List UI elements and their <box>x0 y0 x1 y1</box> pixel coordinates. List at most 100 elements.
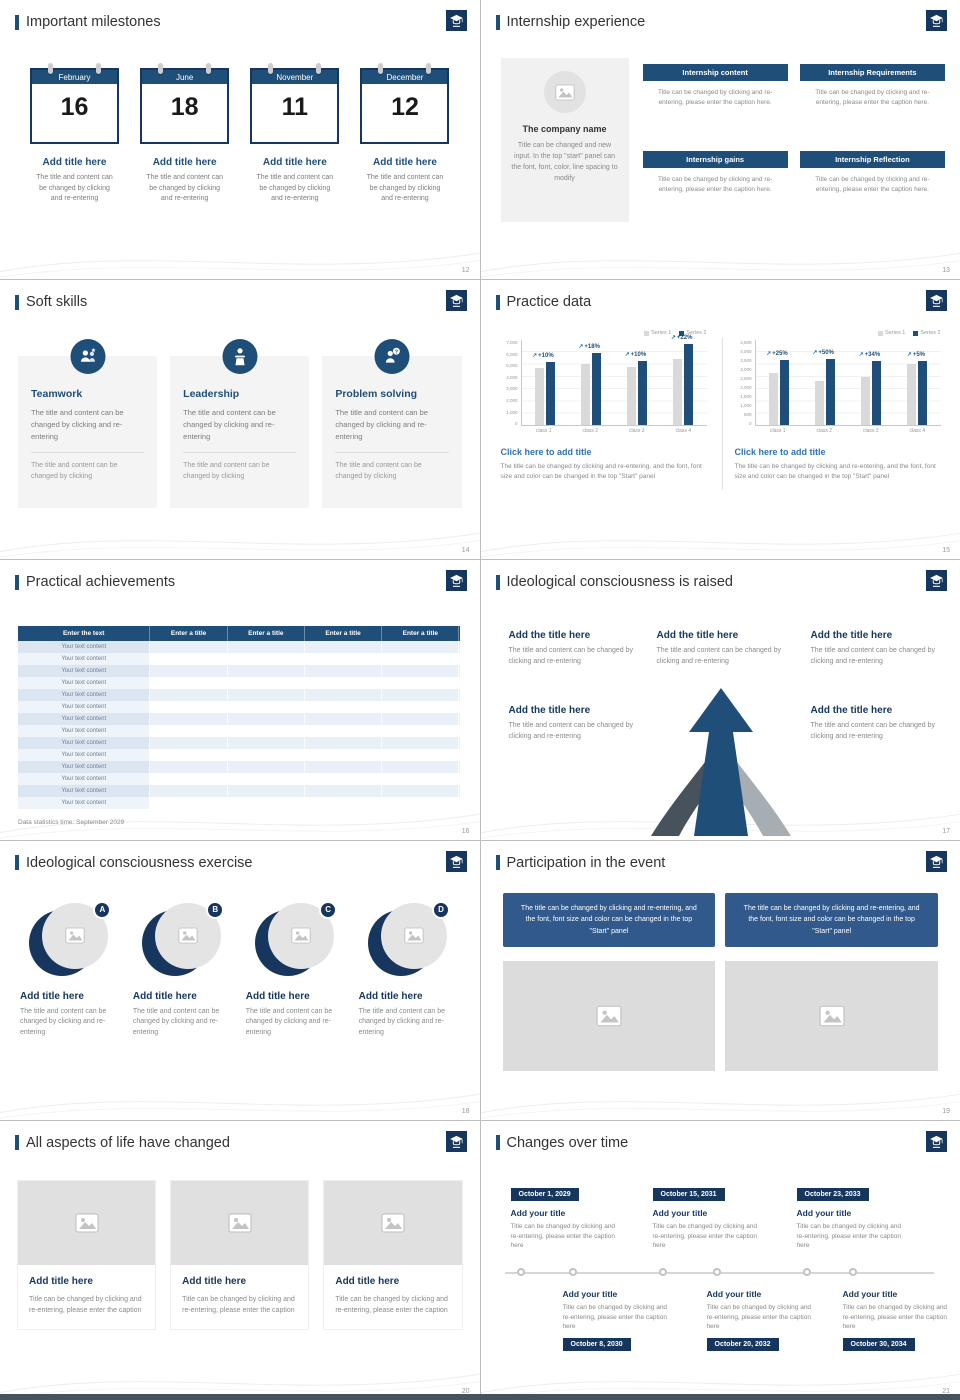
item-caption: The title and content can be changed by … <box>256 174 334 202</box>
calendar-ring-icon <box>268 63 274 74</box>
percent-label: ↗+10% <box>532 352 554 359</box>
slide-15-practice-data[interactable]: Practice data Series 1 Series 2 7,000 6,000… <box>480 280 960 560</box>
skill-name: Teamwork <box>31 388 83 401</box>
photo-circle <box>381 902 448 969</box>
slide-12-important-milestones[interactable]: Important milestones February 16 Add tit… <box>0 0 480 280</box>
page-number: 14 <box>461 547 470 555</box>
participation-text-boxes: The title can be changed by clicking and… <box>502 892 938 948</box>
school-logo <box>445 290 467 312</box>
item-title: Add title here <box>182 1275 247 1287</box>
text-box: The title can be changed by clicking and… <box>725 892 938 948</box>
slide-17-consciousness-raised[interactable]: Ideological consciousness is raised Add … <box>480 560 960 840</box>
legend-label: Series 2 <box>920 330 941 337</box>
box-caption: Title can be changed by clicking and re-… <box>815 89 930 107</box>
table-cell <box>382 785 460 798</box>
calendar-icon: November 11 <box>250 63 340 144</box>
title-accent-bar <box>15 1135 19 1151</box>
item-caption: The title and content can be changed by … <box>656 647 782 666</box>
chart-legend: Series 1 Series 2 <box>735 330 941 336</box>
title-accent-bar <box>495 14 500 30</box>
slide-title-text: Changes over time <box>506 1134 629 1151</box>
y-tick: 2,500 <box>740 376 752 382</box>
bar-group: ↗+22% <box>671 335 694 426</box>
calendar-day: 16 <box>60 93 89 121</box>
table-cell <box>305 761 383 774</box>
item-title: Add title here <box>132 990 197 1002</box>
skill-footer: The title and content can be changed by … <box>335 462 422 481</box>
title-accent-bar <box>495 574 500 590</box>
table-cell <box>150 665 228 678</box>
item-caption: Title can be changed by clicking and re-… <box>706 1303 812 1331</box>
raised-item: Add the title here The title and content… <box>509 705 641 743</box>
skill-footer: The title and content can be changed by … <box>31 462 118 481</box>
letter-badge: C <box>319 900 338 919</box>
item-title: Add title here <box>20 990 84 1002</box>
changed-item: Add title here Title can be changed by c… <box>171 1180 309 1330</box>
slide-21-changes-over-time[interactable]: Changes over time October 1, 2029 Add yo… <box>480 1120 960 1400</box>
school-logo <box>445 850 467 872</box>
increase-arrow-icon: ↗ <box>858 352 864 359</box>
slide-title: Practical achievements <box>15 574 175 590</box>
photo-circle <box>42 902 109 969</box>
table-cell <box>305 749 383 762</box>
table-cell <box>305 701 383 714</box>
table-cell <box>382 725 460 738</box>
slide-14-soft-skills[interactable]: Soft skills Teamwork The title and conte… <box>0 280 480 560</box>
exercise-item: A Add title here The title and content c… <box>20 900 121 1040</box>
item-caption: The title and content can be changed by … <box>508 722 634 741</box>
box-caption: Title can be changed by clicking and re-… <box>657 89 773 107</box>
x-axis: class 1 class 2 class 3 class 4 <box>521 428 707 434</box>
increase-arrow-icon: ↗ <box>812 350 818 357</box>
item-caption: The title and content can be changed by … <box>810 722 936 741</box>
table-cell <box>228 773 305 786</box>
table-cell <box>305 725 383 738</box>
next-row-slide-edge <box>0 1394 960 1400</box>
increase-arrow-icon: ↗ <box>670 335 676 342</box>
slide-title-text: Important milestones <box>26 14 161 30</box>
graduation-cap-icon <box>930 295 943 308</box>
table-cell <box>305 665 383 678</box>
calendar-day: 12 <box>391 93 419 121</box>
table-cell <box>382 737 460 750</box>
company-photo-circle <box>543 71 586 113</box>
percent-label: ↗+22% <box>671 334 693 341</box>
table-cell <box>382 641 460 654</box>
text-box: The title can be changed by clicking and… <box>502 892 716 948</box>
x-tick: class 1 <box>535 428 552 435</box>
table-cell <box>228 785 305 798</box>
slide-16-practical-achievements[interactable]: Practical achievements Enter the text Ent… <box>0 560 480 840</box>
raised-item: Add the title here The title and content… <box>811 705 939 743</box>
table-cell <box>305 773 383 786</box>
problem-solving-icon: ? <box>374 339 410 375</box>
bar-chart-right: Series 1 Series 2 4,500 4,000 3,500 3,000 2,50… <box>735 330 941 434</box>
slide-13-internship-experience[interactable]: Internship experience The company name T… <box>480 0 960 280</box>
table-cell <box>150 785 228 798</box>
x-tick: class 2 <box>582 428 599 435</box>
item-caption: The title and content can be changed by … <box>132 1007 220 1037</box>
leadership-icon <box>222 339 258 375</box>
slide-title-text: Ideological consciousness exercise <box>26 854 253 871</box>
slide-19-participation[interactable]: Participation in the event The title can… <box>480 840 960 1120</box>
table-cell <box>305 785 383 798</box>
date-badge: October 30, 2034 <box>842 1338 915 1352</box>
slide-title: All aspects of life have changed <box>15 1135 230 1151</box>
page-number: 12 <box>461 267 470 275</box>
image-placeholder-icon <box>228 1213 252 1233</box>
slide-title-text: Ideological consciousness is raised <box>506 574 734 591</box>
slide-18-consciousness-exercise[interactable]: Ideological consciousness exercise A Add… <box>0 840 480 1120</box>
timeline-item: October 15, 2031 Add your title Title ca… <box>652 1183 761 1251</box>
table-header-cell: Enter a title <box>150 626 228 642</box>
table-cell <box>150 749 228 762</box>
bar-series-2 <box>638 361 648 426</box>
slide-20-life-changed[interactable]: All aspects of life have changed Add tit… <box>0 1120 480 1400</box>
calendar-ring-icon <box>426 63 432 74</box>
increase-arrow-icon: ↗ <box>532 353 538 360</box>
table-cell <box>228 689 305 702</box>
item-title: Add title here <box>335 1275 400 1287</box>
percent-text: +25% <box>772 351 788 358</box>
changed-item-body: Add title here Title can be changed by c… <box>324 1265 461 1329</box>
exercise-item: C Add title here The title and content c… <box>246 900 347 1040</box>
bar-series-2 <box>545 362 555 426</box>
percent-label: ↗+18% <box>578 343 600 350</box>
